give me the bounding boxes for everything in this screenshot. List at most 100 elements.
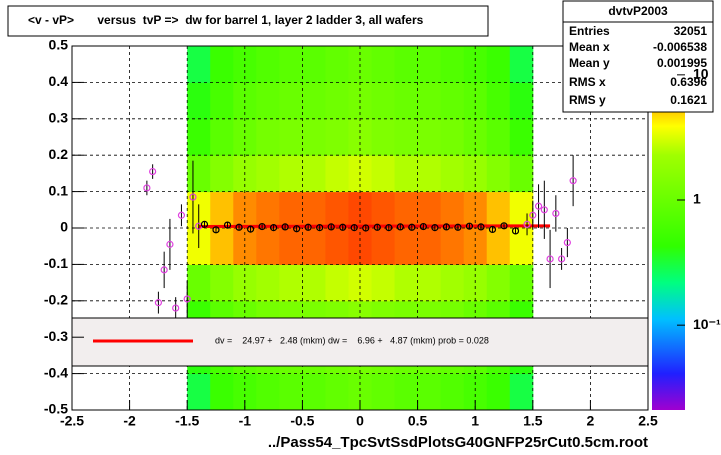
title-box	[7, 5, 489, 37]
heat-cell	[371, 46, 396, 83]
heat-cell	[325, 191, 349, 229]
profile-point	[327, 223, 335, 231]
profile-point	[523, 220, 531, 228]
heat-cell	[302, 118, 326, 156]
y-tick-label: -0.1	[44, 255, 68, 271]
z-tick-label: 10	[693, 66, 709, 82]
heat-cell	[509, 373, 534, 411]
heat-cell	[325, 155, 349, 193]
heat-cell	[325, 373, 349, 411]
stats-label: RMS x	[569, 75, 606, 89]
heat-cell	[187, 264, 211, 302]
heat-cell	[187, 118, 211, 156]
z-tick-label: 1	[693, 191, 701, 207]
stats-value: 0.6396	[670, 75, 707, 89]
heat-cell	[394, 155, 419, 193]
profile-point	[385, 224, 393, 232]
heat-cell	[210, 191, 234, 229]
heat-cell	[348, 373, 373, 411]
heat-cell	[371, 191, 396, 229]
profile-point	[246, 225, 255, 233]
heat-cell	[256, 264, 280, 302]
heat-cell	[302, 46, 326, 83]
heat-cell	[394, 118, 419, 156]
profile-point	[408, 223, 416, 231]
heat-cell	[440, 373, 465, 411]
heat-cell	[325, 228, 349, 265]
profile-point	[396, 223, 404, 231]
stats-value: 0.1621	[670, 93, 707, 107]
profile-point	[160, 266, 168, 274]
heat-cell	[509, 264, 534, 302]
profile-point	[143, 184, 151, 192]
profile-point	[258, 222, 266, 231]
heat-cell	[440, 46, 465, 83]
profile-point	[569, 177, 577, 185]
heat-cell	[394, 46, 419, 83]
x-tick-label: 2	[587, 413, 595, 429]
profile-point	[270, 224, 278, 232]
profile-point	[419, 222, 427, 231]
stats-label: RMS y	[569, 93, 606, 107]
heat-cell	[417, 228, 442, 265]
heat-cell	[417, 46, 442, 83]
profile-point	[534, 202, 543, 210]
profile-point	[454, 223, 462, 231]
heat-cell	[509, 155, 534, 193]
heat-cell	[486, 228, 511, 265]
heat-cell	[302, 155, 326, 193]
profile-point	[362, 224, 370, 232]
profile-point	[442, 223, 450, 231]
stats-label: Entries	[569, 24, 610, 38]
heat-cell	[417, 82, 442, 120]
heat-cell	[256, 228, 280, 265]
heat-cell	[486, 155, 511, 193]
heat-cell	[371, 373, 396, 411]
x-tick-label: 1.5	[523, 413, 543, 429]
profile-point	[304, 223, 312, 231]
heat-cell	[394, 228, 419, 265]
heat-cell	[371, 118, 396, 156]
heat-cell	[371, 82, 396, 120]
profile-point	[200, 220, 209, 228]
stats-name: dvtvP2003	[608, 4, 668, 18]
profile-point	[223, 221, 232, 229]
y-tick-label: 0	[60, 219, 68, 235]
profile-point	[316, 224, 324, 232]
heat-cell	[417, 118, 442, 156]
heat-cell	[256, 46, 280, 83]
heat-cell	[486, 118, 511, 156]
stats-label: Mean x	[569, 40, 610, 54]
profile-point	[339, 223, 347, 231]
x-tick-label: 0	[356, 413, 364, 429]
stats-label: Mean y	[569, 56, 610, 70]
y-tick-label: -0.3	[44, 328, 68, 344]
heat-cell	[509, 118, 534, 156]
y-tick-label: 0.2	[49, 146, 69, 162]
heat-cell	[440, 118, 465, 156]
heat-cell	[440, 191, 465, 229]
stats-value: -0.006538	[653, 40, 707, 54]
profile-point	[511, 227, 520, 235]
heat-cell	[371, 228, 396, 265]
x-tick-label: -0.5	[290, 413, 314, 429]
profile-point	[293, 225, 301, 233]
heat-cell	[256, 82, 280, 120]
profile-point	[166, 240, 174, 248]
heat-cell	[394, 82, 419, 120]
heat-cell	[279, 191, 303, 229]
x-tick-label: 1	[471, 413, 479, 429]
y-tick-label: 0.5	[49, 37, 69, 53]
z-tick-label: 10⁻¹	[693, 316, 721, 332]
heat-cell	[279, 264, 303, 302]
heat-cell	[279, 228, 303, 265]
heat-cell	[463, 373, 488, 411]
x-tick-label: -2.5	[60, 413, 84, 429]
profile-point	[500, 222, 508, 230]
profile-point	[154, 299, 162, 307]
plot-area	[72, 46, 648, 411]
heat-cell	[233, 373, 257, 411]
heat-cell	[279, 155, 303, 193]
stats-value: 32051	[674, 24, 708, 38]
